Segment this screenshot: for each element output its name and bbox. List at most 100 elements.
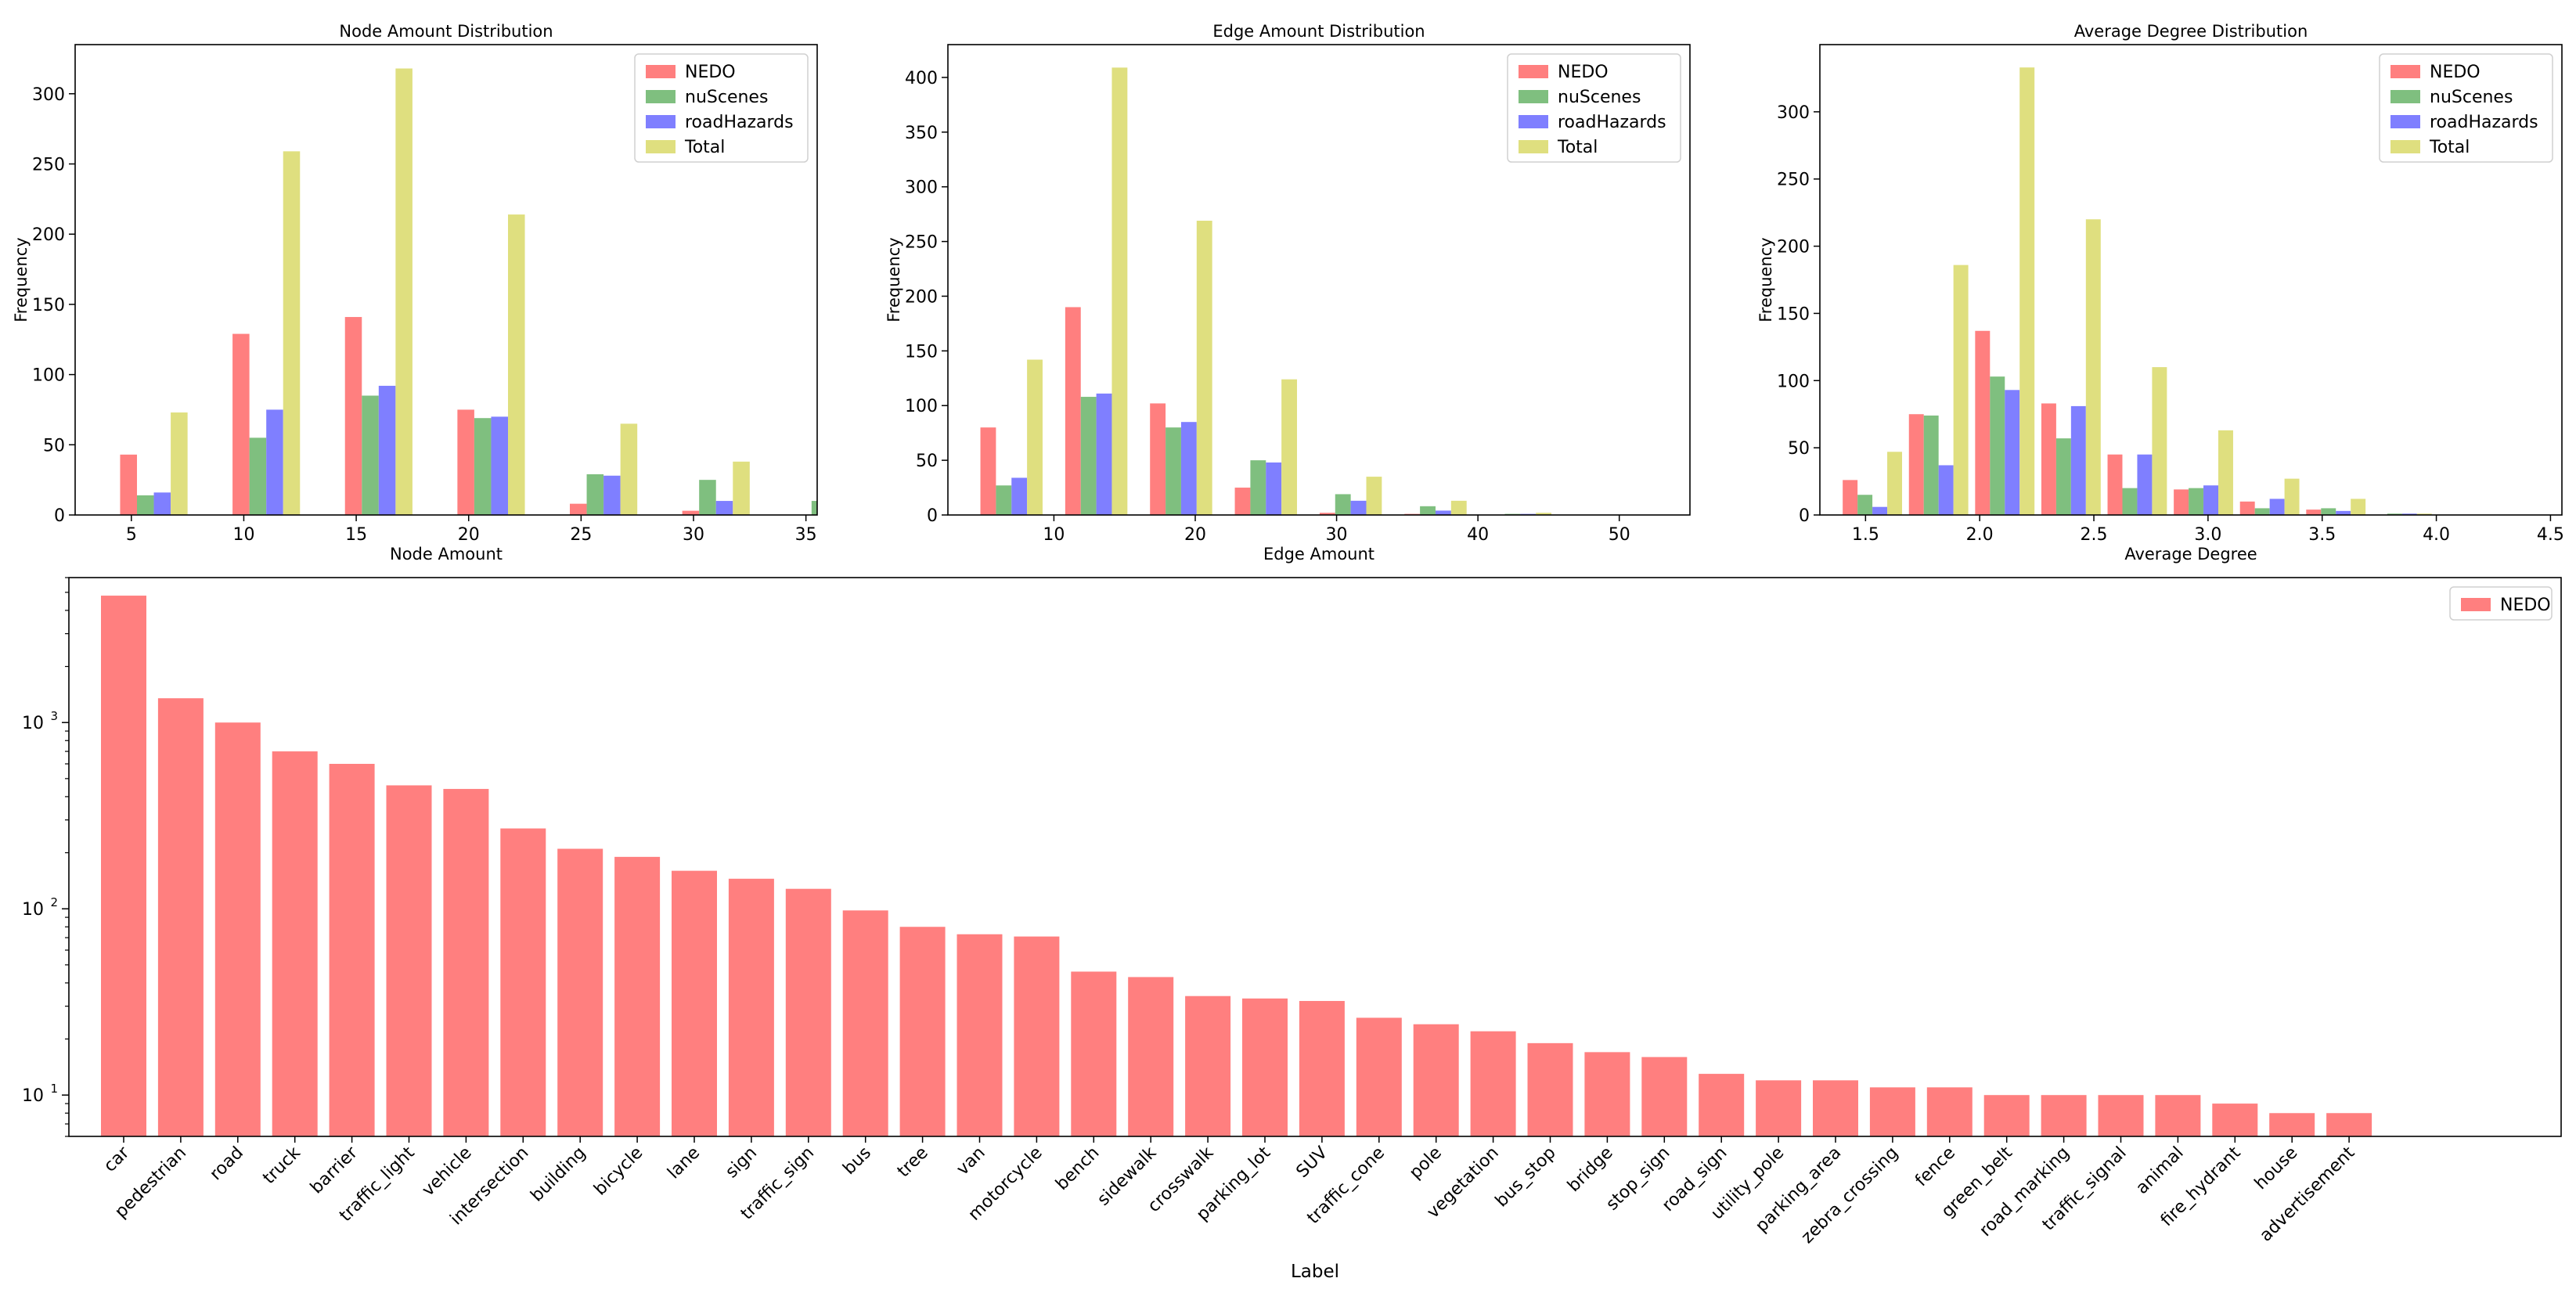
bars	[1843, 67, 2432, 515]
legend-label-nuscenes: nuScenes	[2430, 88, 2513, 107]
x-tick-label: 20	[458, 525, 480, 545]
x-tick-label: SUV	[1293, 1143, 1332, 1183]
bar-nuscenes	[137, 495, 154, 515]
bar-nedo	[1843, 480, 1858, 515]
bar-nuscenes	[1420, 506, 1436, 515]
legend-swatch-roadhazards	[2390, 115, 2420, 128]
y-tick-exponent: 1	[50, 1082, 58, 1096]
legend-swatch-nuscenes	[646, 90, 676, 103]
x-tick-label: tree	[894, 1143, 932, 1182]
x-tick-label: 3.0	[2194, 525, 2221, 545]
axes-frame	[68, 577, 2562, 1137]
y-tick-label: 200	[1777, 238, 1810, 257]
bar-total	[508, 214, 525, 515]
bar-total	[2416, 513, 2432, 515]
bar-total	[845, 492, 863, 515]
legend-swatch-nuscenes	[1519, 90, 1548, 103]
bar-nuscenes	[1335, 494, 1351, 515]
legend-swatch-nedo	[2390, 65, 2420, 78]
x-tick-label: 2.0	[1966, 525, 1994, 545]
x-tick-label: 4.0	[2423, 525, 2450, 545]
axes-frame	[1819, 44, 2563, 516]
chart-title: Node Amount Distribution	[339, 22, 553, 41]
bar-nuscenes	[2189, 488, 2204, 515]
bar-roadhazards	[1266, 462, 1282, 515]
bar-nedo	[1584, 1052, 1630, 1136]
bar-total	[1111, 67, 1128, 515]
y-tick-label: 0	[927, 506, 938, 526]
bar-roadhazards	[2005, 390, 2020, 515]
bar-nedo	[2155, 1095, 2201, 1136]
legend-label-roadhazards: roadHazards	[685, 113, 794, 132]
bar-nuscenes	[811, 501, 817, 515]
x-tick-label: bridge	[1564, 1143, 1617, 1197]
bar-roadhazards	[1011, 477, 1028, 515]
bar-nedo	[1128, 977, 1174, 1136]
y-tick-label: 150	[1777, 304, 1810, 324]
bar-nedo	[1975, 330, 1991, 515]
y-tick-label: 200	[32, 225, 65, 245]
bar-nedo	[443, 789, 489, 1136]
y-tick-label: 50	[1788, 439, 1810, 459]
x-axis-label: Node Amount	[390, 545, 503, 563]
bar-nedo	[120, 454, 137, 515]
x-tick-label: 35	[795, 525, 817, 545]
bar-nedo	[2269, 1113, 2315, 1136]
bar-roadhazards	[2137, 454, 2153, 515]
legend-label-nedo: NEDO	[1558, 63, 1609, 82]
bar-nedo	[672, 870, 717, 1136]
bar-nuscenes	[1990, 376, 2005, 515]
bar-nedo	[1983, 1095, 2030, 1136]
x-axis-label: Edge Amount	[1263, 545, 1374, 563]
bar-nuscenes	[1923, 415, 1939, 515]
x-tick-label: 40	[1467, 525, 1489, 545]
bar-nedo	[1065, 307, 1081, 515]
bar-roadhazards	[491, 416, 508, 515]
legend-box	[634, 53, 809, 163]
y-tick-exponent: 3	[50, 709, 58, 723]
y-tick-label: 10	[22, 714, 44, 733]
x-tick-label: bus	[839, 1143, 875, 1179]
bar-total	[1281, 379, 1298, 515]
legend-swatch-total	[1519, 140, 1548, 153]
legend-box	[2379, 53, 2553, 163]
bar-total	[733, 461, 750, 515]
legend-label-roadhazards: roadHazards	[2430, 113, 2538, 132]
y-axis-label: Frequency	[884, 237, 903, 322]
bar-nedo	[2239, 501, 2255, 515]
bar-nedo	[386, 785, 432, 1136]
legend-swatch-total	[646, 140, 676, 153]
legend-swatch-roadhazards	[646, 115, 676, 128]
bar-nedo	[2306, 509, 2322, 515]
x-tick-label: building	[527, 1143, 589, 1206]
legend-swatch-nuscenes	[2390, 90, 2420, 103]
y-tick-label: 0	[54, 506, 65, 526]
bar-total	[1887, 452, 1903, 515]
x-tick-label: vehicle	[419, 1143, 476, 1201]
bar-nuscenes	[2254, 508, 2270, 515]
y-tick-label: 250	[32, 155, 65, 175]
legend-box	[2449, 586, 2553, 621]
chart-title: Edge Amount Distribution	[1212, 22, 1425, 41]
bar-roadhazards	[2070, 405, 2086, 515]
bar-nuscenes	[1250, 460, 1266, 515]
bar-nedo	[1413, 1024, 1459, 1136]
bars	[120, 68, 863, 515]
bar-roadhazards	[1180, 422, 1197, 515]
legend-swatch-total	[2390, 140, 2420, 153]
legend-label-nedo: NEDO	[685, 63, 736, 82]
bar-nedo	[842, 910, 888, 1136]
x-tick-label: bench	[1052, 1143, 1103, 1194]
bar-nedo	[500, 828, 546, 1136]
bar-nuscenes	[2321, 508, 2336, 515]
y-tick-label: 300	[1777, 103, 1810, 123]
bar-total	[2085, 219, 2101, 515]
legend-swatch-nedo	[2461, 598, 2491, 611]
x-tick-label: animal	[2132, 1143, 2187, 1198]
bar-nedo	[2212, 1104, 2258, 1136]
legend-label-nedo: NEDO	[2430, 63, 2481, 82]
x-tick-label: bicycle	[590, 1143, 647, 1200]
bar-nedo	[344, 317, 362, 515]
